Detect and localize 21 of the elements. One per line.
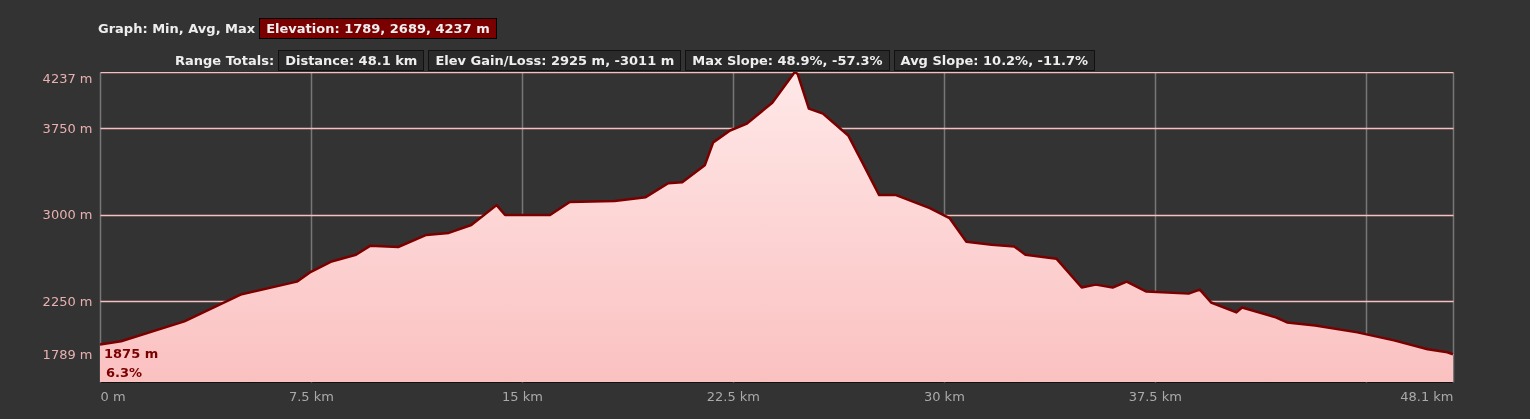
x-tick-label: 37.5 km — [1128, 388, 1182, 404]
x-tick-label: 7.5 km — [288, 388, 334, 404]
text: Elevation: 1789, 2689, 4237 m — [259, 18, 497, 39]
x-tick-label: 15 km — [502, 388, 543, 404]
text: Graph: Min, Avg, Max — [98, 21, 256, 36]
annotation: 1875 m — [104, 345, 159, 361]
y-tick-label: 1789 m — [42, 346, 93, 362]
text: Range Totals: — [175, 53, 275, 68]
annotation: 6.3% — [106, 365, 143, 380]
y-tick-label: 3000 m — [42, 207, 93, 223]
text: Distance: 48.1 km — [278, 50, 425, 71]
text: Max Slope: 48.9%, -57.3% — [685, 50, 890, 71]
y-tick-label: 4237 m — [42, 70, 93, 86]
text: Elev Gain/Loss: 2925 m, -3011 m — [428, 50, 682, 71]
x-tick-label: 0 m — [100, 388, 126, 404]
x-tick-label: 48.1 km — [1400, 388, 1454, 404]
x-tick-label: 30 km — [923, 388, 965, 404]
x-tick-label: 22.5 km — [706, 388, 761, 404]
text: Avg Slope: 10.2%, -11.7% — [893, 50, 1096, 71]
y-tick-label: 3750 m — [42, 120, 93, 136]
y-tick-label: 2250 m — [42, 293, 93, 309]
